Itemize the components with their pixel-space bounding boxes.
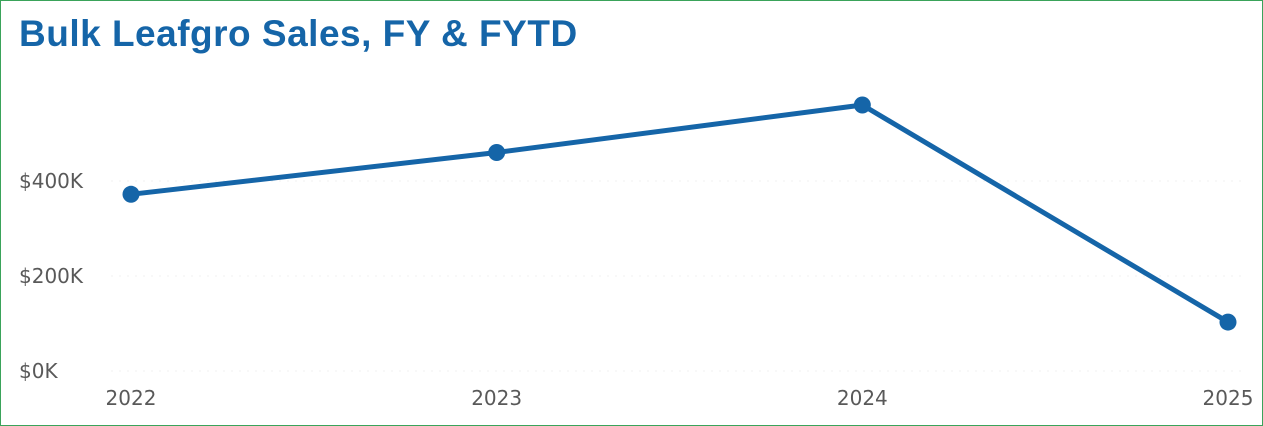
x-tick-label: 2025 xyxy=(1203,386,1254,410)
x-tick-label: 2022 xyxy=(106,386,157,410)
series-line xyxy=(128,102,1231,325)
series-layer xyxy=(122,96,1237,331)
data-point xyxy=(122,185,140,203)
x-axis-ticks: 2022 2023 2024 2025 xyxy=(106,386,1254,410)
data-point xyxy=(853,96,871,114)
y-tick-label: $0K xyxy=(19,359,58,383)
y-tick-label: $200K xyxy=(19,264,84,288)
chart-title: Bulk Leafgro Sales, FY & FYTD xyxy=(19,13,578,54)
grid-layer xyxy=(111,180,1241,372)
y-tick-label: $400K xyxy=(19,169,84,193)
x-tick-label: 2024 xyxy=(837,386,888,410)
y-axis-ticks: $0K $200K $400K xyxy=(19,169,84,383)
x-tick-label: 2023 xyxy=(471,386,522,410)
data-point xyxy=(488,144,506,161)
data-point xyxy=(1219,313,1237,331)
